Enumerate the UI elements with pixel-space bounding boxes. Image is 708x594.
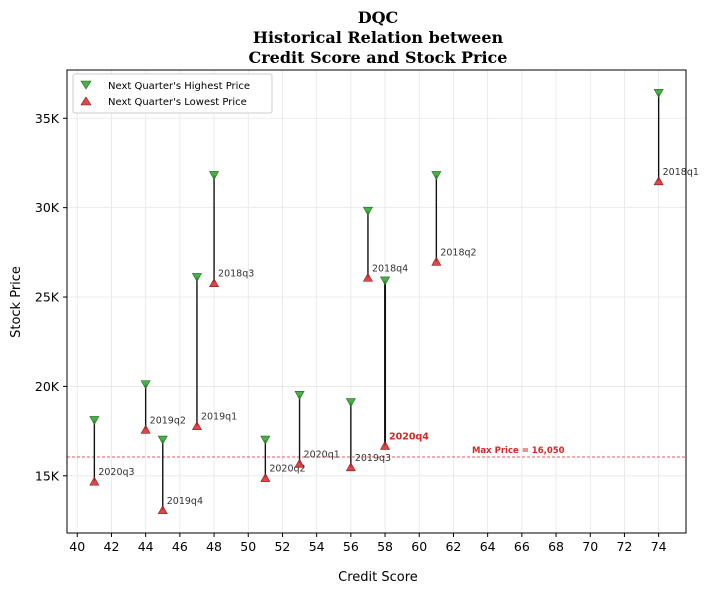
high-price-marker xyxy=(191,273,202,282)
high-price-marker xyxy=(140,380,151,390)
x-tick-label: 48 xyxy=(206,539,222,554)
y-axis-label: Stock Price xyxy=(9,266,24,338)
x-tick-label: 68 xyxy=(548,539,564,554)
low-price-marker xyxy=(140,424,151,434)
x-tick-label: 70 xyxy=(582,539,598,554)
low-price-marker xyxy=(89,476,100,486)
high-price-marker xyxy=(362,206,373,216)
high-price-marker xyxy=(209,171,220,181)
high-price-marker xyxy=(345,398,356,408)
high-price-marker xyxy=(653,88,664,98)
x-tick-label: 72 xyxy=(616,539,632,554)
legend: Next Quarter's Highest Price Next Quarte… xyxy=(72,73,273,114)
y-tick-label: 15K xyxy=(35,468,60,483)
x-axis-label: Credit Score xyxy=(338,570,418,585)
quarter-label: 2018q1 xyxy=(663,167,699,178)
high-price-marker xyxy=(380,276,391,286)
quarter-label: 2019q1 xyxy=(201,412,237,423)
y-tick-label: 35K xyxy=(35,111,60,126)
low-price-marker xyxy=(294,458,305,468)
quarter-label: 2018q2 xyxy=(440,247,476,258)
x-tick-label: 74 xyxy=(651,539,667,554)
quarter-label: 2020q2 xyxy=(269,464,305,475)
low-price-marker xyxy=(362,272,373,282)
quarter-label: 2019q3 xyxy=(355,453,391,464)
x-tick-label: 42 xyxy=(104,539,120,554)
x-tick-label: 52 xyxy=(274,539,290,554)
low-price-marker xyxy=(380,440,391,450)
x-tick-label: 58 xyxy=(377,539,393,554)
low-price-marker xyxy=(157,505,168,515)
legend-box xyxy=(72,73,273,114)
plot-frame xyxy=(66,69,687,534)
legend-marker-low xyxy=(80,96,92,106)
y-tick-label: 30K xyxy=(35,200,60,215)
low-price-marker xyxy=(191,421,202,431)
low-price-marker xyxy=(653,176,664,186)
quarter-label: 2018q4 xyxy=(372,263,408,274)
quarter-label: 2020q3 xyxy=(98,467,134,478)
x-tick-label: 60 xyxy=(411,539,427,554)
y-tick-label: 20K xyxy=(35,379,60,394)
x-tick-label: 44 xyxy=(138,539,154,554)
low-price-marker xyxy=(209,278,220,288)
high-price-marker xyxy=(294,391,305,400)
x-tick-label: 40 xyxy=(69,539,85,554)
low-price-marker xyxy=(260,472,271,482)
low-price-marker xyxy=(431,256,442,266)
reference-line-layer: Max Price = 16,050 xyxy=(67,446,686,458)
high-price-marker xyxy=(157,435,168,445)
high-price-marker xyxy=(260,435,271,445)
x-tick-label: 66 xyxy=(514,539,530,554)
quarter-label: 2020q1 xyxy=(304,449,340,460)
x-tick-label: 54 xyxy=(309,539,325,554)
grid-layer xyxy=(67,70,686,533)
x-tick-label: 64 xyxy=(480,539,496,554)
y-tick-label: 25K xyxy=(35,290,60,305)
x-tick-label: 56 xyxy=(343,539,359,554)
high-price-marker xyxy=(431,171,442,181)
chart-title-line-2: Historical Relation between xyxy=(253,28,504,47)
high-price-marker xyxy=(89,416,100,425)
chart-title-line-3: Credit Score and Stock Price xyxy=(249,48,508,67)
x-tick-label: 62 xyxy=(445,539,461,554)
x-tick-label: 46 xyxy=(172,539,188,554)
axis-layer: 40 42 44 46 48 50 52 54 56 58 60 62 64 66 68 70 72 74 15K 2… xyxy=(35,69,687,554)
legend-label-low: Next Quarter's Lowest Price xyxy=(108,97,247,108)
low-price-marker xyxy=(345,462,356,472)
chart-title-line-1: DQC xyxy=(358,8,399,27)
quarter-label: 2019q4 xyxy=(167,496,203,507)
max-price-label: Max Price = 16,050 xyxy=(472,446,565,456)
quarter-label: 2020q4 xyxy=(389,431,429,442)
quarter-label: 2018q3 xyxy=(218,269,254,280)
legend-label-high: Next Quarter's Highest Price xyxy=(108,81,250,92)
quarter-label: 2019q2 xyxy=(150,415,186,426)
legend-marker-high xyxy=(80,80,92,90)
x-tick-label: 50 xyxy=(240,539,256,554)
data-layer: 2020q3 2019q2 2019q4 2019q1 2018q3 2020q2 2020… xyxy=(89,88,699,515)
